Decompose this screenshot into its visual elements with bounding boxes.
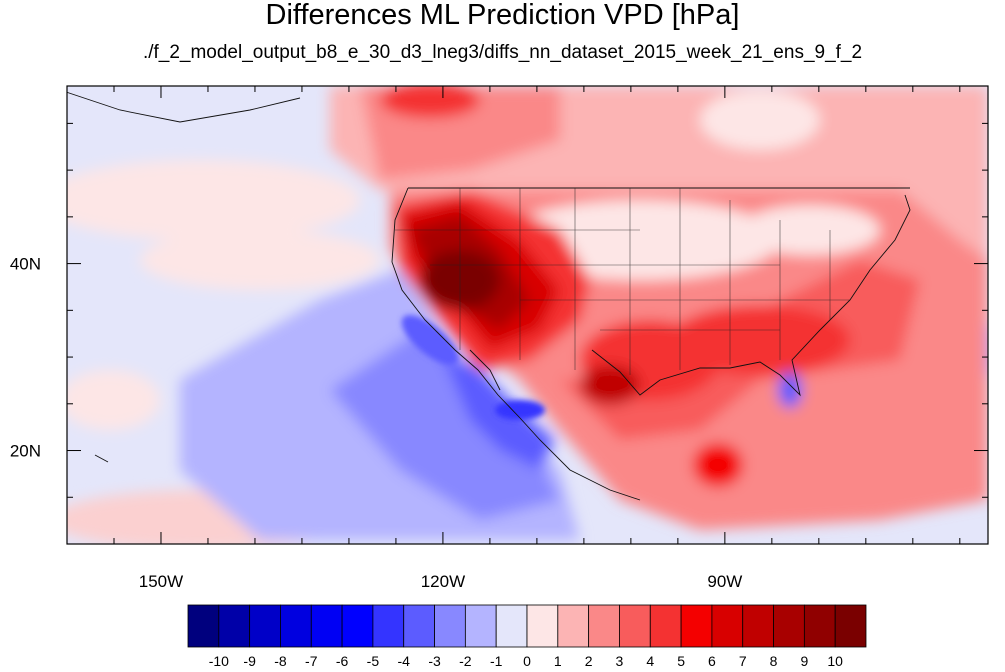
- colorbar-label: -9: [243, 653, 256, 669]
- colorbar: -10 -9 -8 -7 -6 -5 -4 -3 -2 -1 0 1 2 3 4 5 6 7 8 9 10: [187, 604, 867, 669]
- colorbar-label: 6: [708, 653, 716, 669]
- axis-ticks: [67, 86, 988, 544]
- colorbar-label: -7: [305, 653, 318, 669]
- colorbar-label: 1: [554, 653, 562, 669]
- colorbar-swatch: [649, 604, 682, 648]
- colorbar-label: -10: [209, 653, 229, 669]
- coastlines: [67, 91, 911, 501]
- colorbar-swatch: [495, 604, 528, 648]
- colorbar-label: 10: [827, 653, 843, 669]
- colorbar-label: 7: [739, 653, 747, 669]
- colorbar-swatch: [803, 604, 836, 648]
- map-subtitle: ./f_2_model_output_b8_e_30_d3_lneg3/diff…: [142, 42, 863, 63]
- colorbar-label: -2: [459, 653, 472, 669]
- colorbar-swatch: [280, 604, 312, 648]
- colorbar-swatch: [711, 604, 744, 648]
- colorbar-swatch: [249, 604, 281, 648]
- colorbar-label: 9: [800, 653, 808, 669]
- colorbar-label: 5: [677, 653, 685, 669]
- colorbar-swatch: [742, 604, 774, 648]
- state-borders: [395, 188, 850, 375]
- colorbar-swatch: [403, 604, 435, 648]
- colorbar-swatch: [619, 604, 651, 648]
- colorbar-label: -6: [336, 653, 349, 669]
- y-tick-label: 40N: [10, 255, 41, 274]
- colorbar-label: 4: [646, 653, 654, 669]
- colorbar-swatch: [557, 604, 590, 648]
- colorbar-label: 3: [616, 653, 624, 669]
- x-tick-label: 120W: [421, 572, 465, 591]
- colorbar-swatch: [341, 604, 374, 648]
- colorbar-swatch: [310, 604, 343, 648]
- colorbar-label: -4: [398, 653, 411, 669]
- x-tick-label: 150W: [139, 572, 183, 591]
- colorbar-swatch: [588, 604, 620, 648]
- axis-tick-labels: 150W 120W 90W 40N 20N: [10, 255, 743, 591]
- y-tick-label: 20N: [10, 442, 41, 461]
- x-tick-label: 90W: [707, 572, 742, 591]
- colorbar-swatch: [464, 604, 497, 648]
- colorbar-label: -3: [428, 653, 441, 669]
- colorbar-swatch: [773, 604, 805, 648]
- colorbar-label: 0: [523, 653, 531, 669]
- colorbar-label: -5: [367, 653, 380, 669]
- colorbar-swatch: [834, 604, 867, 648]
- colorbar-label: 2: [585, 653, 593, 669]
- colorbar-label: -8: [274, 653, 287, 669]
- colorbar-swatch: [372, 604, 405, 648]
- colorbar-label: -1: [490, 653, 503, 669]
- colorbar-swatch: [187, 604, 220, 648]
- colorbar-swatch: [434, 604, 466, 648]
- vpd-difference-field: [67, 86, 988, 544]
- colorbar-swatch: [680, 604, 713, 648]
- plot-frame: [66, 85, 989, 545]
- colorbar-label: 8: [770, 653, 778, 669]
- colorbar-swatch: [218, 604, 251, 648]
- map-title: Differences ML Prediction VPD [hPa]: [265, 0, 740, 31]
- colorbar-swatch: [526, 604, 559, 648]
